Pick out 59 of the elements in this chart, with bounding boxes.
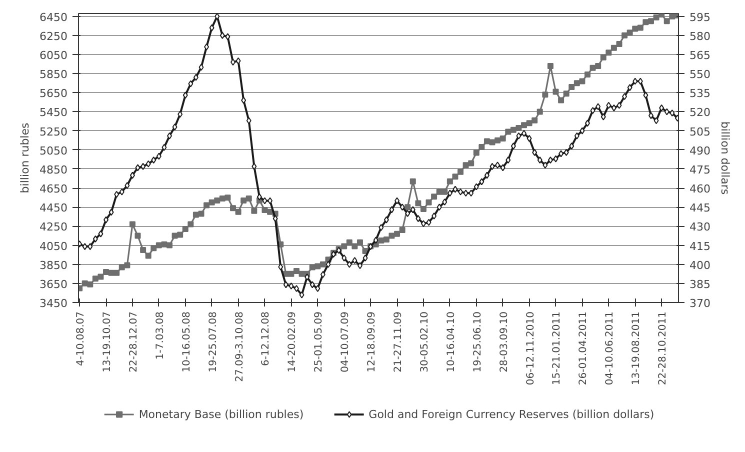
- x-tick-label: 13-19.10.07: [102, 311, 114, 372]
- legend-label: Gold and Foreign Currency Reserves (billion dollars): [368, 407, 654, 421]
- y2-tick-label: 580: [690, 30, 710, 43]
- x-tick-label: 14-20.02.09: [287, 311, 298, 372]
- y2-tick-label: 505: [690, 125, 710, 138]
- y-tick-label: 4050: [40, 240, 68, 253]
- x-tick-label: 6-12.12.08: [260, 311, 272, 366]
- x-tick-label: 4-10.08.07: [76, 311, 87, 366]
- y2-tick-label: 415: [690, 240, 710, 253]
- x-tick-label: 27.09-3.10.08: [234, 312, 246, 382]
- y2-tick-label: 550: [690, 68, 710, 82]
- y2-tick-label: 490: [690, 144, 710, 158]
- y-tick-label: 3650: [40, 278, 68, 291]
- y2-tick-label: 565: [690, 49, 710, 62]
- x-tick-label: 30-05.02.10: [419, 311, 430, 372]
- x-tick-label: 13-19.08.2011: [631, 311, 642, 386]
- x-tick-label: 25-01.05.09: [314, 311, 325, 372]
- x-tick-label: 10-16.04.10: [446, 311, 457, 372]
- y-axis-title: billion rubles: [18, 122, 32, 194]
- y2-tick-label: 400: [690, 258, 710, 272]
- y-tick-label: 6450: [40, 10, 68, 24]
- y2-tick-label: 445: [690, 202, 710, 215]
- y-tick-label: 3450: [40, 297, 68, 310]
- x-tick-label: 10-16.05.08: [181, 311, 192, 372]
- x-tick-label: 19-25.06.10: [472, 311, 484, 372]
- y-tick-label: 5050: [40, 144, 68, 158]
- y2-tick-label: 535: [690, 87, 710, 100]
- x-tick-label: 04-10.06.2011: [604, 311, 616, 386]
- x-tick-label: 19-25.07.08: [208, 311, 219, 372]
- y-tick-label: 6250: [40, 30, 68, 43]
- y-tick-label: 5450: [40, 106, 68, 120]
- y-tick-label: 4650: [40, 182, 68, 196]
- y2-tick-label: 520: [690, 106, 710, 120]
- y2-axis-title: billion dollars: [718, 121, 732, 195]
- y2-tick-label: 475: [690, 163, 710, 176]
- y2-tick-label: 460: [690, 182, 710, 196]
- y2-tick-label: 370: [690, 297, 710, 310]
- y-tick-label: 4250: [40, 220, 68, 234]
- x-tick-label: 22-28.10.2011: [658, 311, 669, 386]
- y-tick-label: 4450: [40, 202, 68, 215]
- x-tick-label: 28-03.09.10: [498, 311, 510, 372]
- x-tick-label: 1-7.03.08: [154, 312, 166, 360]
- x-tick-label: 21-27.11.09: [393, 311, 404, 372]
- y-tick-label: 4850: [40, 163, 68, 176]
- y-tick-label: 6050: [40, 49, 68, 62]
- y2-tick-label: 595: [690, 10, 710, 24]
- x-tick-label: 04-10.07.09: [340, 311, 352, 372]
- y-tick-label: 3850: [40, 258, 68, 272]
- y-tick-label: 5650: [40, 87, 68, 100]
- x-tick-label: 15-21.01.2011: [552, 311, 563, 386]
- x-tick-label: 22-28.12.07: [128, 311, 140, 372]
- x-tick-label: 12-18.09.09: [366, 311, 378, 372]
- y-tick-label: 5250: [40, 125, 68, 138]
- y2-tick-label: 385: [690, 278, 710, 291]
- y-tick-label: 5850: [40, 68, 68, 82]
- y2-tick-label: 430: [690, 220, 710, 234]
- legend-label: Monetary Base (billion rubles): [138, 407, 304, 421]
- x-tick-label: 06-12.11.2010: [525, 311, 536, 386]
- x-tick-label: 26-01.04.2011: [578, 311, 590, 386]
